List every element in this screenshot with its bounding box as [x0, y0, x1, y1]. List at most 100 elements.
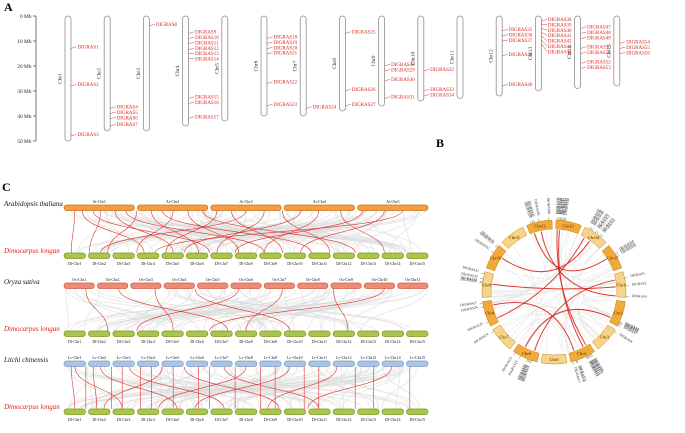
synteny-link-gray — [138, 288, 383, 332]
gene-label-DIGRAS56: DIGRAS56 — [626, 51, 650, 56]
circos-gene-label-DIGRAS29: DIGRAS29 — [460, 275, 477, 281]
gene-label-DIGRAS36: DIGRAS36 — [509, 33, 533, 38]
synteny-link-gray — [197, 210, 324, 254]
gene-label-DIGRAS4: DIGRAS4 — [117, 106, 139, 111]
gene-pointer-line — [188, 31, 195, 34]
synteny-link-gray — [319, 288, 357, 332]
synteny-link-gray — [234, 210, 406, 254]
gene-pointer-line — [502, 39, 508, 42]
circos-link-gray — [505, 253, 548, 354]
mb-axis-tick-label: 30 Mb — [17, 89, 32, 95]
synteny-link-red — [282, 210, 330, 254]
synteny-chr-Dl-Chr9 — [259, 330, 282, 337]
gene-label-DIGRAS11: DIGRAS11 — [195, 41, 219, 46]
synteny-chr-Dl-Chr12 — [332, 252, 355, 259]
circos-gene-label-DIGRAS19: DIGRAS19 — [520, 364, 529, 381]
gene-pointer-line — [188, 36, 195, 39]
mb-axis-tick-label: 50 Mb — [17, 139, 32, 145]
circos-segment-Chr10 — [485, 244, 507, 272]
circos-link-gray — [492, 231, 569, 303]
synteny-link-red — [158, 366, 247, 410]
circos-gene-label-DIGRAS43: DIGRAS43 — [562, 198, 568, 215]
circos-segment-Chr11 — [501, 226, 528, 249]
gene-label-DIGRAS21: DIGRAS21 — [274, 52, 298, 57]
synteny-chr-Lc-Chr13 — [357, 360, 380, 367]
circos-chr-label-Chr15: Chr15 — [607, 256, 618, 261]
circos-gene-label-DIGRAS20: DIGRAS20 — [518, 364, 528, 381]
circos-gene-tick — [618, 323, 622, 326]
synteny-link-red — [74, 366, 123, 410]
synteny-link-gray — [335, 210, 422, 254]
circos-link-red — [524, 309, 611, 348]
synteny-link-gray — [334, 210, 374, 254]
synteny-link-gray — [208, 210, 213, 254]
synteny-chr-Lc-Chr9 — [259, 360, 282, 367]
synteny-strip-arabidopsis: Arabidopsis thaliana Dimocarpus longan A… — [0, 196, 434, 272]
gene-pointer-line — [149, 23, 155, 27]
synteny-chr-label-Lc-Chr7: Lc-Chr7 — [215, 355, 229, 360]
gene-label-DIGRAS50: DIGRAS50 — [587, 46, 611, 51]
gene-label-DIGRAS35: DIGRAS35 — [509, 28, 533, 33]
circos-segment-Chr9 — [481, 271, 494, 298]
synteny-chr-label-Dl-Chr3: Dl-Chr3 — [117, 417, 130, 422]
synteny-chr-label-Os-Chr4: Os-Chr4 — [172, 277, 186, 282]
synteny-chr-label-Os-Chr7: Os-Chr7 — [273, 277, 287, 282]
synteny-chr-label-Lc-Chr11: Lc-Chr11 — [312, 355, 327, 360]
synteny-chr-Dl-Chr9 — [259, 408, 282, 415]
circos-gene-label-DIGRAS10: DIGRAS10 — [592, 358, 604, 375]
gene-pointer-line — [266, 47, 273, 49]
synteny-chr-label-Dl-Chr14: Dl-Chr14 — [385, 339, 400, 344]
circos-gene-tick — [588, 226, 591, 230]
gene-label-DIGRAS5: DIGRAS5 — [117, 111, 139, 116]
synteny-link-gray — [102, 210, 223, 254]
circos-link-gray — [583, 282, 616, 318]
synteny-chr-label-Lc-Chr6: Lc-Chr6 — [190, 355, 204, 360]
synteny-chr-label-Os-Chr3: Os-Chr3 — [139, 277, 153, 282]
gene-pointer-line — [110, 117, 116, 119]
synteny-chr-label-Dl-Chr5: Dl-Chr5 — [166, 339, 179, 344]
synteny-chr-Dl-Chr3 — [112, 408, 135, 415]
synteny-link-gray — [79, 366, 377, 410]
synteny-chr-Os-Chr5 — [197, 282, 229, 289]
synteny-link-red — [333, 288, 349, 332]
synteny-chr-label-Dl-Chr9: Dl-Chr9 — [264, 339, 277, 344]
circos-gene-label-DIGRAS31: DIGRAS31 — [462, 265, 479, 273]
gene-label-DIGRAS2: DIGRAS2 — [78, 83, 100, 88]
gene-pointer-line — [541, 39, 548, 47]
synteny-chr-label-Lc-Chr4: Lc-Chr4 — [141, 355, 155, 360]
synteny-chr-Dl-Chr11 — [308, 408, 331, 415]
gene-label-DIGRAS13: DIGRAS13 — [195, 52, 219, 57]
chromosome-Chr14 — [574, 15, 581, 89]
synteny-link-red — [300, 210, 385, 254]
synteny-link-gray — [310, 210, 361, 254]
synteny-chr-label-Dl-Chr2: Dl-Chr2 — [93, 261, 106, 266]
synteny-link-red — [194, 366, 290, 410]
gene-label-DIGRAS14: DIGRAS14 — [195, 58, 219, 63]
circos-gene-label-DIGRAS24: DIGRAS24 — [473, 332, 489, 345]
circos-gene-tick — [624, 277, 628, 279]
gene-pointer-line — [110, 111, 116, 114]
gene-label-DIGRAS49: DIGRAS49 — [587, 36, 611, 41]
gene-label-DIGRAS27: DIGRAS27 — [352, 103, 376, 108]
circos-gene-tick — [619, 322, 622, 325]
synteny-chr-label-Dl-Chr14: Dl-Chr14 — [385, 417, 400, 422]
gene-pointer-line — [70, 83, 77, 87]
synteny-link-gray — [318, 366, 371, 410]
gene-pointer-line — [188, 42, 195, 44]
circos-link-gray — [492, 300, 596, 339]
gene-pointer-line — [502, 34, 508, 37]
gene-pointer-line — [423, 94, 430, 97]
circos-link-gray — [502, 310, 600, 335]
synteny-link-gray — [83, 288, 100, 332]
gene-pointer-line — [266, 103, 273, 107]
circos-link-gray — [561, 316, 599, 354]
circos-gene-label-DIGRAS40: DIGRAS40 — [558, 197, 563, 214]
synteny-chr-Dl-Chr14 — [381, 408, 404, 415]
circos-segment-Chr1 — [614, 271, 627, 298]
mb-axis-tick-label: 40 Mb — [17, 114, 32, 120]
circos-gene-label-DIGRAS38: DIGRAS38 — [555, 197, 560, 214]
chromosome-Chr6 — [260, 15, 268, 117]
gene-label-DIGRAS38: DIGRAS38 — [548, 18, 572, 23]
synteny-chr-Dl-Chr4 — [137, 252, 160, 259]
